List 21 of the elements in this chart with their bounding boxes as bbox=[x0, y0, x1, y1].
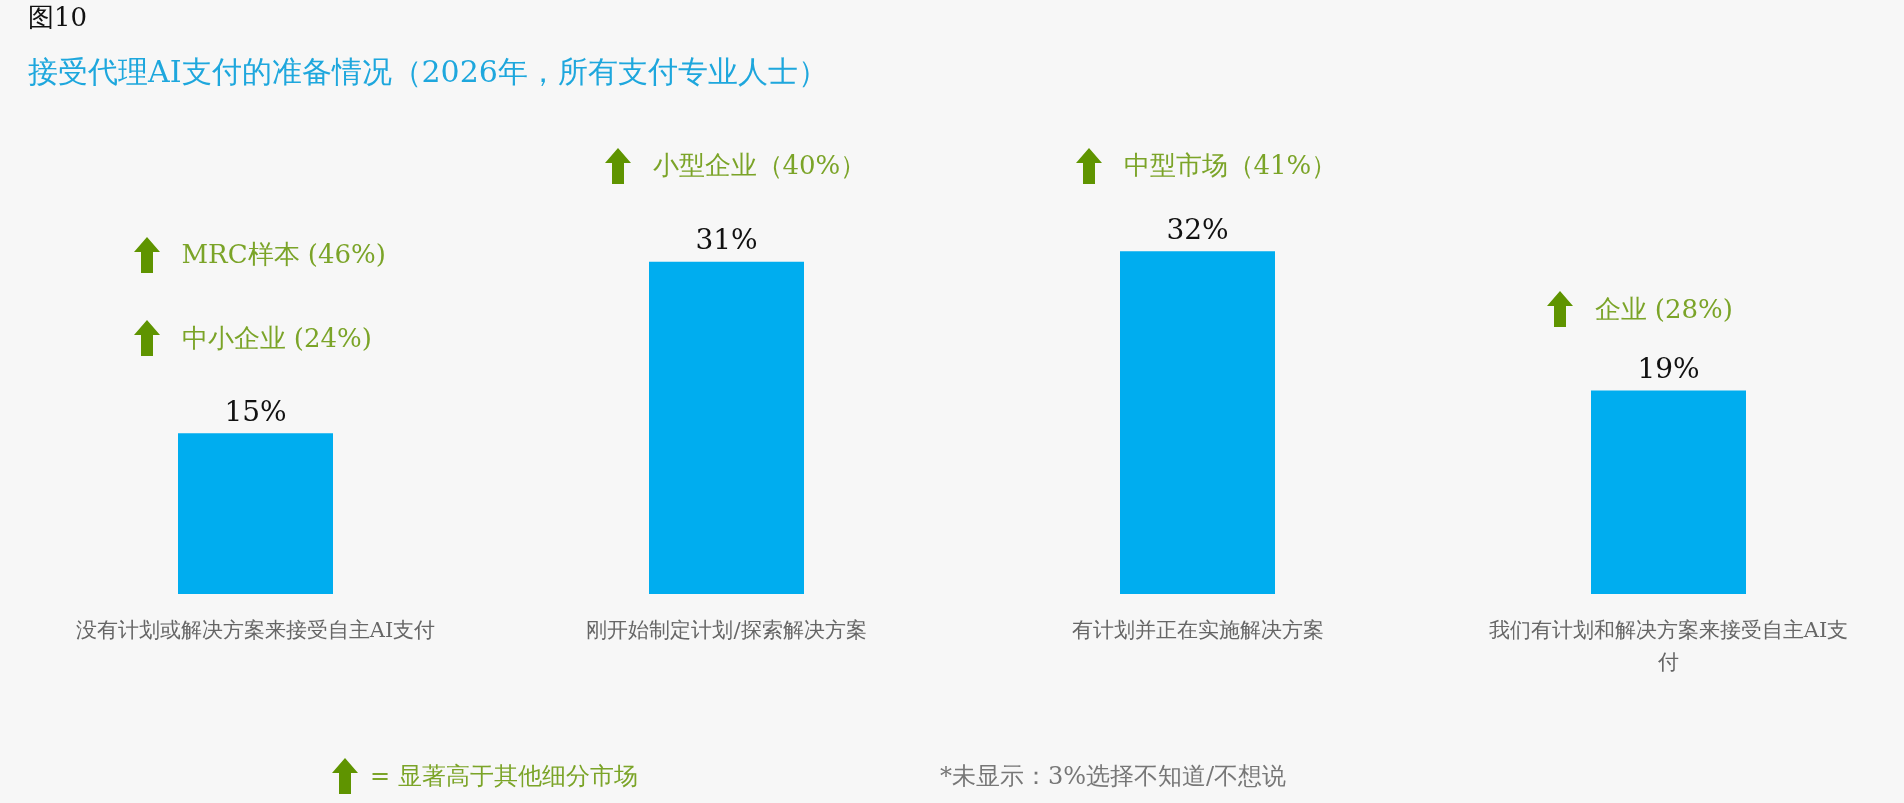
chart-title: 图10 bbox=[28, 1, 88, 34]
annotation: MRC样本 (46%) bbox=[181, 238, 386, 271]
data-label: 31% bbox=[695, 223, 758, 257]
data-label: 19% bbox=[1637, 351, 1700, 385]
annotation: 企业 (28%) bbox=[1594, 292, 1733, 326]
x-tick-label: 没有计划或解决方案来接受自主AI支付 bbox=[75, 618, 436, 642]
data-label: 32% bbox=[1166, 212, 1229, 246]
text: = 显著高于其他细分市场 bbox=[370, 761, 638, 792]
text: 中型市场（41%） bbox=[1123, 149, 1338, 183]
x-tick-label: 我们有计划和解决方案来接受自主AI支付 bbox=[1488, 618, 1849, 674]
annotation: 中小企业 (24%) bbox=[181, 321, 372, 355]
chart-subtitle: 接受代理AI支付的准备情况（2026年，所有支付专业人士） bbox=[28, 53, 828, 91]
bar bbox=[1120, 251, 1275, 594]
bar bbox=[649, 261, 804, 594]
bar bbox=[1591, 390, 1746, 594]
x-tick-label: 刚开始制定计划/探索解决方案 bbox=[586, 618, 867, 642]
text: *未显示：3%选择不知道/不想说 bbox=[940, 761, 1287, 792]
text: 小型企业（40%） bbox=[652, 149, 867, 183]
bar bbox=[178, 433, 333, 594]
data-label: 15% bbox=[224, 394, 287, 428]
x-tick-label: 有计划并正在实施解决方案 bbox=[1071, 618, 1324, 642]
